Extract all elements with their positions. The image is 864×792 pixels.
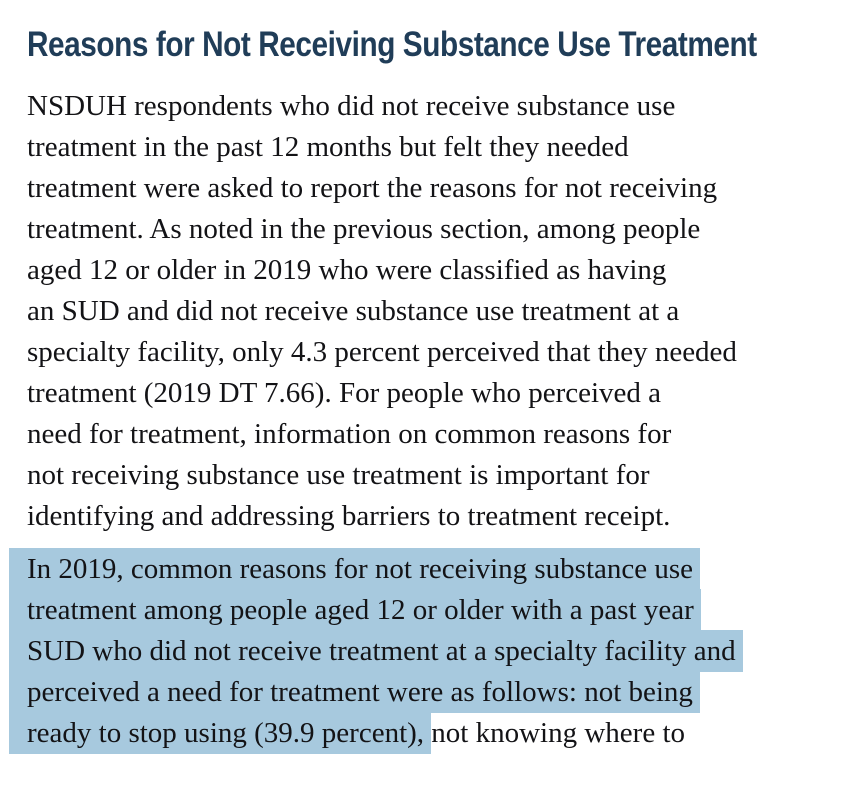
text-line: not receiving substance use treatment is… [27,459,650,491]
selected-text: In 2019, common reasons for not receivin… [9,548,701,590]
text-line: NSDUH respondents who did not receive su… [27,90,676,122]
text-line: treatment were asked to report the reaso… [27,172,718,204]
text-line: an SUD and did not receive substance use… [27,295,680,327]
text-line: treatment. As noted in the previous sect… [27,213,701,245]
highlighted-paragraph: In 2019, common reasons for not receivin… [9,548,834,754]
text-line: In 2019, common reasons for not receivin… [9,548,834,590]
section-heading: Reasons for Not Receiving Substance Use … [27,25,757,64]
text-line: specialty facility, only 4.3 percent per… [27,336,737,368]
intro-paragraph: NSDUH respondents who did not receive su… [27,86,834,537]
text-line: ready to stop using (39.9 percent), not … [9,712,834,754]
text-line: treatment in the past 12 months but felt… [27,131,629,163]
text-line: identifying and addressing barriers to t… [27,500,671,532]
selected-text: treatment among people aged 12 or older … [9,589,702,631]
text-line: aged 12 or older in 2019 who were classi… [27,254,667,286]
text-line: treatment among people aged 12 or older … [9,589,834,631]
selected-text: SUD who did not receive treatment at a s… [9,630,743,672]
text-line: need for treatment, information on commo… [27,418,672,450]
text-line: treatment (2019 DT 7.66). For people who… [27,377,662,409]
text-line: SUD who did not receive treatment at a s… [9,630,834,672]
selected-text: ready to stop using (39.9 percent), [9,712,432,754]
text-line: perceived a need for treatment were as f… [9,671,834,713]
unselected-text: not knowing where to [431,717,686,749]
selected-text: perceived a need for treatment were as f… [9,671,701,713]
